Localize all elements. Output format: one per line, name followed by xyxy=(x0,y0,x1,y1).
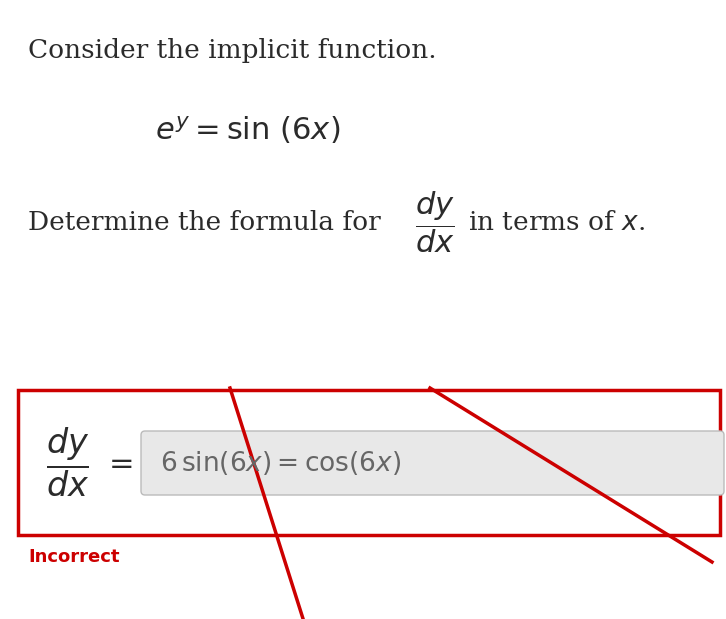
Text: in terms of $x$.: in terms of $x$. xyxy=(468,209,645,235)
Text: $\dfrac{dy}{dx}$: $\dfrac{dy}{dx}$ xyxy=(415,189,455,255)
Text: $6\,\sin(6x) = \cos(6x)$: $6\,\sin(6x) = \cos(6x)$ xyxy=(160,449,401,477)
Text: Determine the formula for: Determine the formula for xyxy=(28,209,380,235)
Bar xyxy=(18,390,720,535)
Text: $=$: $=$ xyxy=(103,446,133,477)
Text: $\dfrac{dy}{dx}$: $\dfrac{dy}{dx}$ xyxy=(46,425,89,499)
FancyBboxPatch shape xyxy=(141,431,724,495)
Text: Incorrect: Incorrect xyxy=(28,548,120,566)
Text: $e^y = \sin\,(6x)$: $e^y = \sin\,(6x)$ xyxy=(155,115,340,147)
Text: Consider the implicit function.: Consider the implicit function. xyxy=(28,38,436,63)
